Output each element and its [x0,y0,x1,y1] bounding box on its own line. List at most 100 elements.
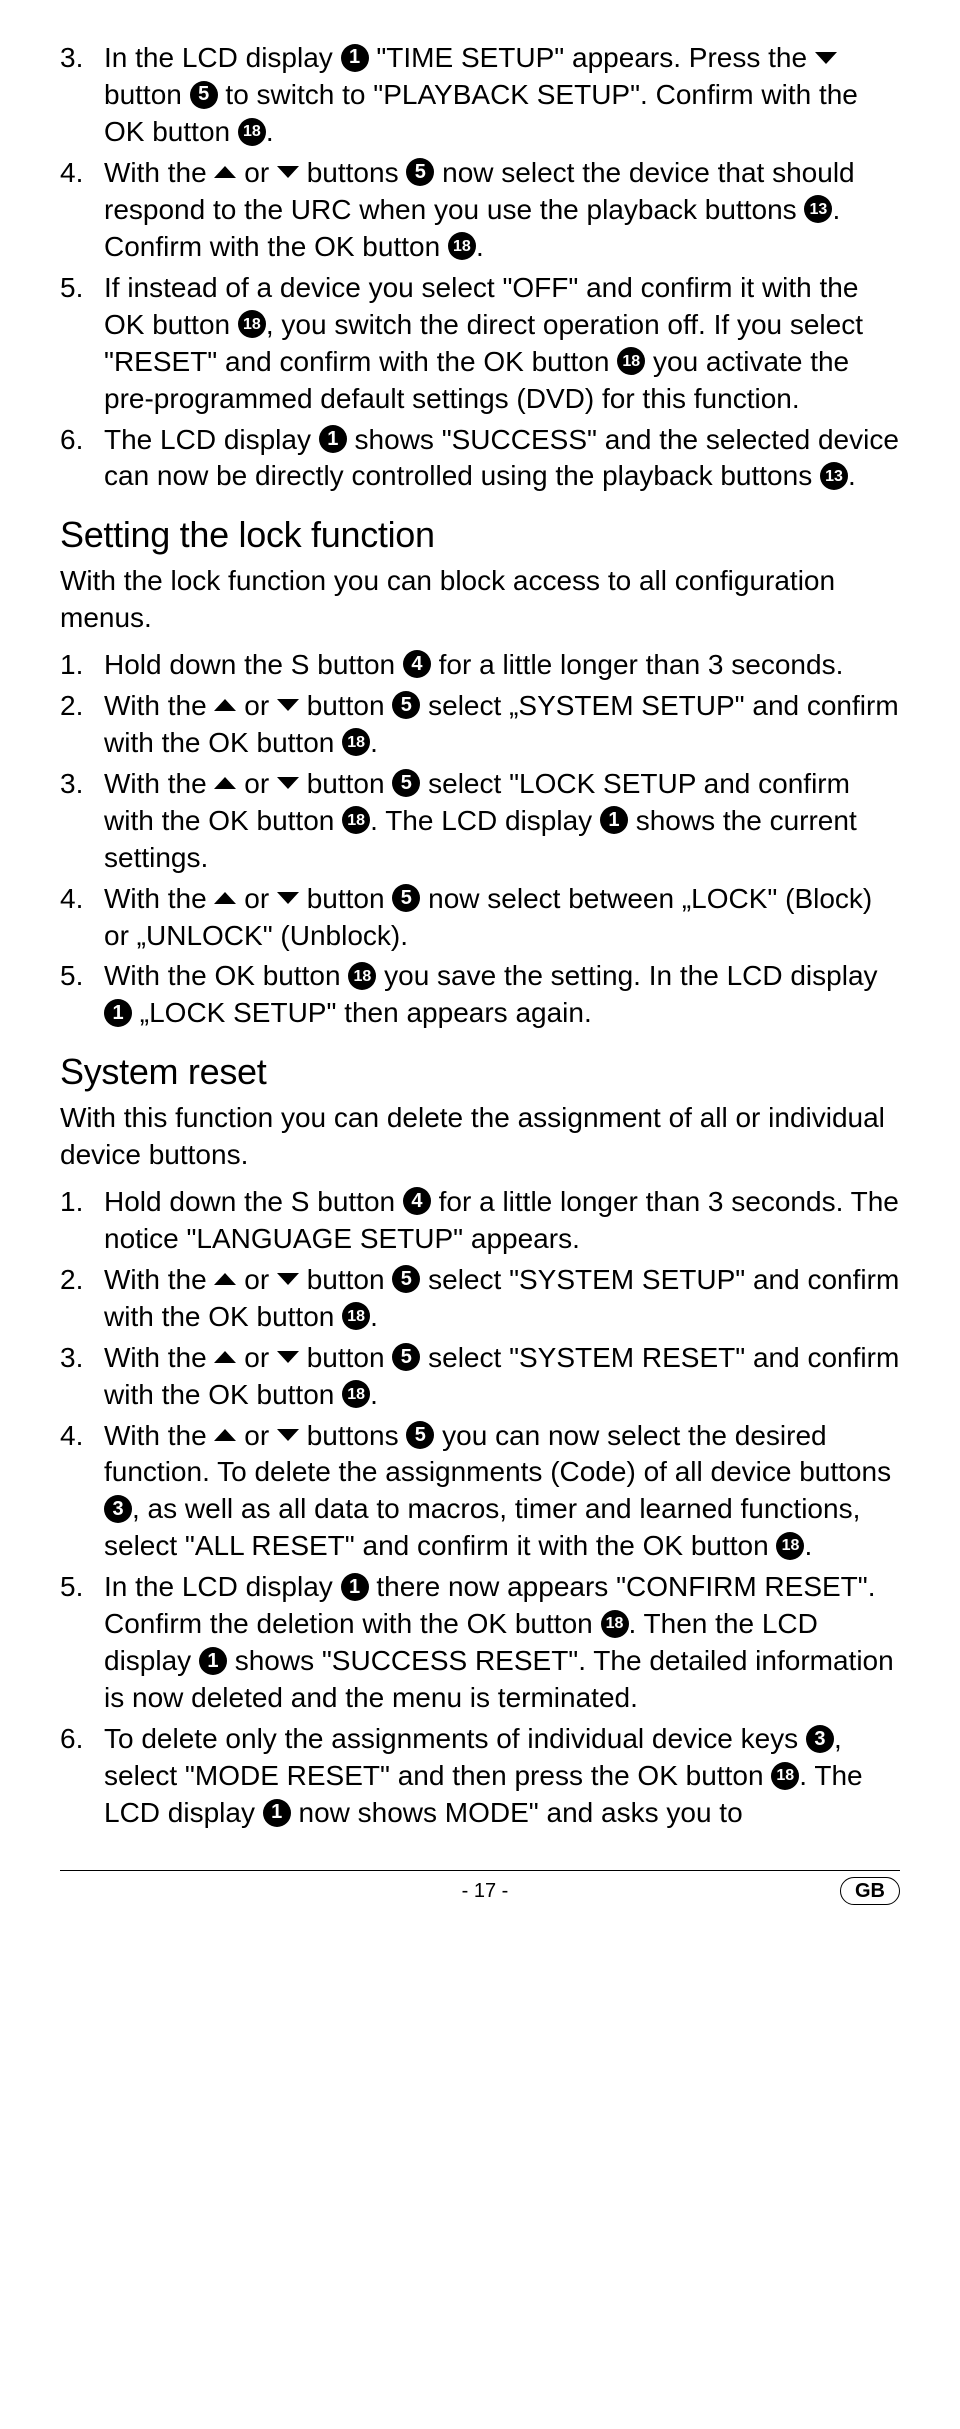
circled-number-icon: 18 [617,347,645,375]
list-item: 1.Hold down the S button 4 for a little … [60,647,900,684]
list-item-number: 1. [60,1184,104,1258]
circled-number-icon: 1 [341,44,369,72]
circled-number-icon: 18 [342,1380,370,1408]
list-item-number: 2. [60,1262,104,1336]
triangle-up-icon [214,1351,236,1363]
triangle-up-icon [214,777,236,789]
list-item: 1.Hold down the S button 4 for a little … [60,1184,900,1258]
circled-number-icon: 18 [238,118,266,146]
circled-number-icon: 13 [820,462,848,490]
list-item: 5.In the LCD display 1 there now appears… [60,1569,900,1717]
triangle-up-icon [214,892,236,904]
circled-number-icon: 5 [406,158,434,186]
circled-number-icon: 5 [392,1265,420,1293]
intro-reset: With this function you can delete the as… [60,1100,900,1174]
triangle-down-icon [277,1273,299,1285]
list-item: 6.To delete only the assignments of indi… [60,1721,900,1832]
triangle-up-icon [214,166,236,178]
triangle-up-icon [214,1273,236,1285]
list-item-number: 6. [60,1721,104,1832]
list-item: 3.In the LCD display 1 "TIME SETUP" appe… [60,40,900,151]
triangle-down-icon [277,1429,299,1441]
circled-number-icon: 18 [601,1610,629,1638]
circled-number-icon: 13 [804,195,832,223]
list-item-text: With the or button 5 select "SYSTEM SETU… [104,1262,900,1336]
list-item-number: 3. [60,1340,104,1414]
circled-number-icon: 5 [392,1343,420,1371]
circled-number-icon: 1 [600,806,628,834]
list-item: 4.With the or buttons 5 you can now sele… [60,1418,900,1566]
triangle-down-icon [277,1351,299,1363]
page-content: 3.In the LCD display 1 "TIME SETUP" appe… [60,40,900,1832]
list-item-text: Hold down the S button 4 for a little lo… [104,1184,900,1258]
list-item-text: With the or button 5 now select between … [104,881,900,955]
circled-number-icon: 3 [806,1725,834,1753]
list-item-number: 4. [60,881,104,955]
circled-number-icon: 18 [776,1532,804,1560]
list-item-text: With the or buttons 5 now select the dev… [104,155,900,266]
list-item: 3.With the or button 5 select "LOCK SETU… [60,766,900,877]
circled-number-icon: 5 [392,691,420,719]
circled-number-icon: 18 [771,1762,799,1790]
circled-number-icon: 18 [342,728,370,756]
list-item-number: 5. [60,958,104,1032]
list-item-text: The LCD display 1 shows "SUCCESS" and th… [104,422,900,496]
list-item-text: With the or button 5 select "LOCK SETUP … [104,766,900,877]
list-item: 2.With the or button 5 select "SYSTEM SE… [60,1262,900,1336]
circled-number-icon: 3 [104,1495,132,1523]
top-ordered-list: 3.In the LCD display 1 "TIME SETUP" appe… [60,40,900,495]
circled-number-icon: 18 [448,232,476,260]
lock-ordered-list: 1.Hold down the S button 4 for a little … [60,647,900,1033]
list-item-number: 2. [60,688,104,762]
list-item: 5.With the OK button 18 you save the set… [60,958,900,1032]
list-item-number: 4. [60,155,104,266]
list-item-text: With the OK button 18 you save the setti… [104,958,900,1032]
list-item-text: To delete only the assignments of indivi… [104,1721,900,1832]
list-item-number: 5. [60,1569,104,1717]
circled-number-icon: 18 [348,962,376,990]
circled-number-icon: 18 [238,310,266,338]
list-item-text: With the or button 5 select "SYSTEM RESE… [104,1340,900,1414]
list-item-text: With the or buttons 5 you can now select… [104,1418,900,1566]
circled-number-icon: 4 [403,650,431,678]
circled-number-icon: 1 [104,999,132,1027]
triangle-down-icon [277,166,299,178]
circled-number-icon: 5 [190,81,218,109]
circled-number-icon: 5 [406,1421,434,1449]
list-item-text: With the or button 5 select „SYSTEM SETU… [104,688,900,762]
circled-number-icon: 1 [319,425,347,453]
page-footer: - 17 - GB [60,1870,900,1905]
list-item-text: In the LCD display 1 "TIME SETUP" appear… [104,40,900,151]
reset-ordered-list: 1.Hold down the S button 4 for a little … [60,1184,900,1832]
list-item: 2.With the or button 5 select „SYSTEM SE… [60,688,900,762]
circled-number-icon: 5 [392,884,420,912]
page-number: - 17 - [462,1880,509,1903]
list-item-text: Hold down the S button 4 for a little lo… [104,647,900,684]
list-item-number: 1. [60,647,104,684]
list-item-text: If instead of a device you select "OFF" … [104,270,900,418]
list-item: 5.If instead of a device you select "OFF… [60,270,900,418]
list-item: 3.With the or button 5 select "SYSTEM RE… [60,1340,900,1414]
circled-number-icon: 18 [342,1302,370,1330]
list-item: 4.With the or buttons 5 now select the d… [60,155,900,266]
locale-badge: GB [840,1877,900,1905]
list-item-number: 3. [60,40,104,151]
triangle-down-icon [815,52,837,64]
circled-number-icon: 18 [342,806,370,834]
list-item: 6.The LCD display 1 shows "SUCCESS" and … [60,422,900,496]
circled-number-icon: 1 [199,1647,227,1675]
heading-reset: System reset [60,1048,900,1096]
triangle-down-icon [277,777,299,789]
list-item-number: 4. [60,1418,104,1566]
triangle-down-icon [277,892,299,904]
triangle-down-icon [277,699,299,711]
heading-lock: Setting the lock function [60,511,900,559]
triangle-up-icon [214,699,236,711]
list-item-number: 3. [60,766,104,877]
circled-number-icon: 1 [341,1573,369,1601]
circled-number-icon: 1 [263,1799,291,1827]
triangle-up-icon [214,1429,236,1441]
circled-number-icon: 4 [403,1187,431,1215]
list-item-number: 6. [60,422,104,496]
circled-number-icon: 5 [392,769,420,797]
